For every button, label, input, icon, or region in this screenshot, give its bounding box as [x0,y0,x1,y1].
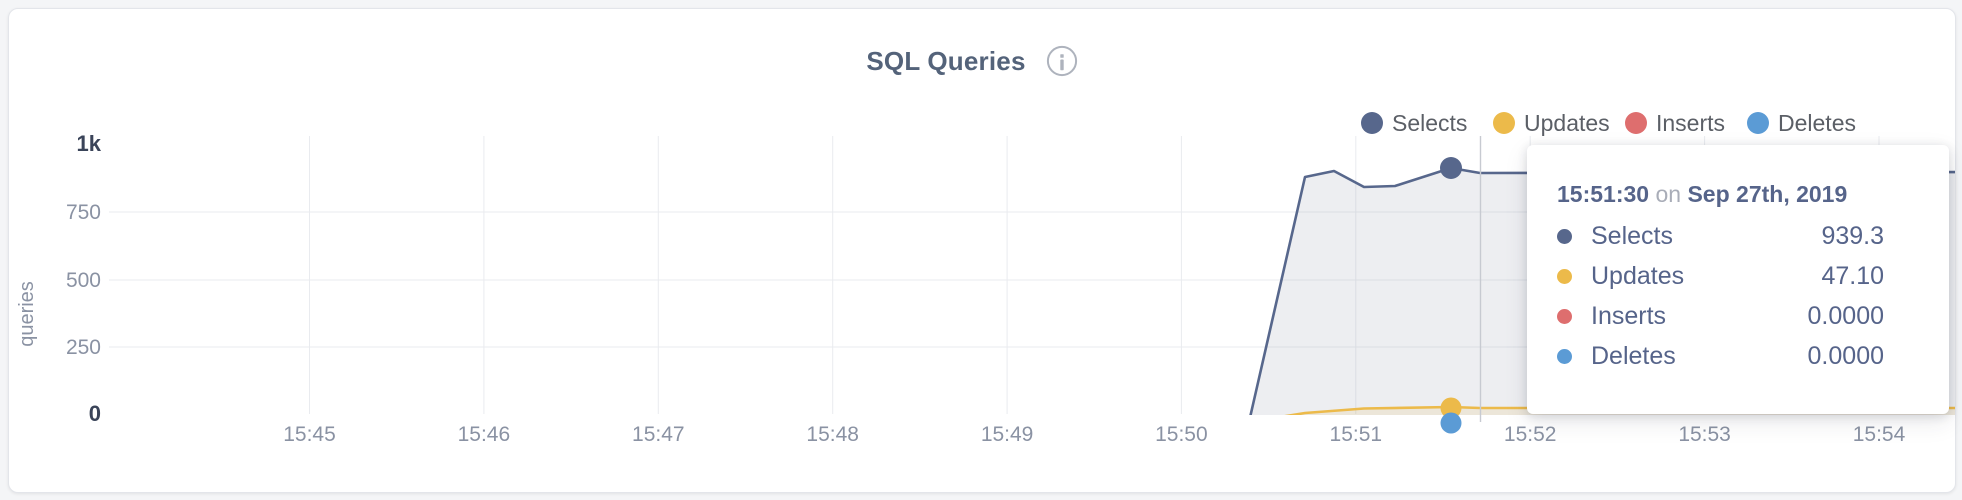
svg-text:Updates: Updates [1524,110,1610,136]
svg-text:15:54: 15:54 [1853,423,1906,446]
svg-text:Inserts: Inserts [1656,110,1725,136]
svg-text:500: 500 [66,269,101,292]
svg-text:Deletes: Deletes [1778,110,1856,136]
svg-text:15:50: 15:50 [1155,423,1208,446]
svg-text:15:46: 15:46 [458,423,511,446]
svg-text:750: 750 [66,201,101,224]
svg-text:250: 250 [66,336,101,359]
svg-text:0: 0 [89,401,101,426]
svg-text:Selects: Selects [1392,110,1467,136]
svg-text:15:49: 15:49 [981,423,1034,446]
svg-text:1k: 1k [77,131,102,156]
svg-text:15:53: 15:53 [1678,423,1731,446]
svg-text:queries: queries [16,281,38,347]
svg-text:15:52: 15:52 [1504,423,1557,446]
svg-text:15:45: 15:45 [283,423,336,446]
svg-text:15:48: 15:48 [806,423,859,446]
svg-text:15:47: 15:47 [632,423,685,446]
svg-text:15:51: 15:51 [1330,423,1383,446]
